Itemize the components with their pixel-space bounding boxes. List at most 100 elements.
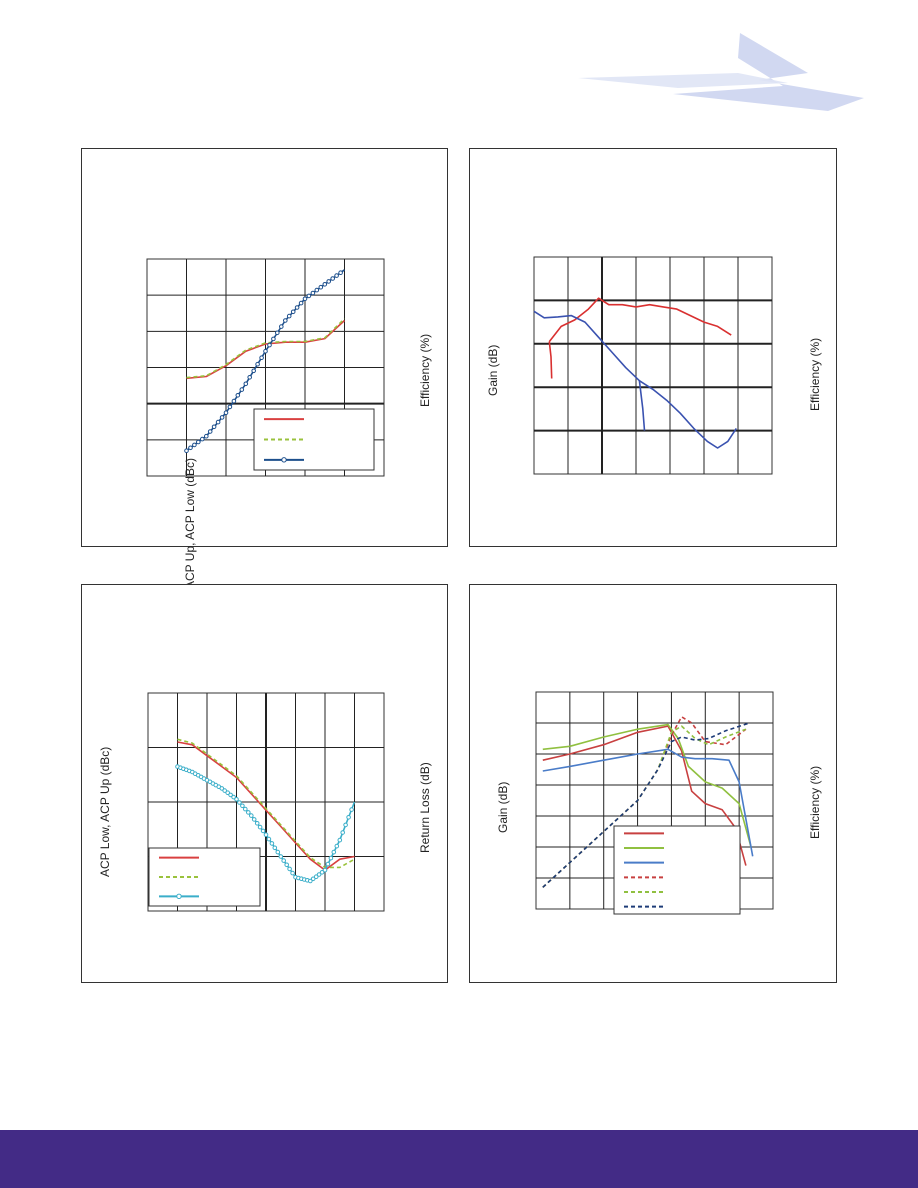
data-point (306, 293, 312, 299)
legend-marker (176, 893, 182, 900)
data-point (313, 874, 319, 880)
data-point (223, 410, 229, 416)
chart-plot-3 (147, 692, 385, 912)
plot-frame (533, 256, 773, 475)
data-point (302, 296, 308, 302)
data-point (340, 830, 346, 835)
data-point (286, 313, 292, 319)
data-point (269, 841, 275, 846)
data-point (239, 387, 245, 392)
chart-panel-acp-efficiency: ACP Up, ACP Low (dBc) Efficiency (%) (81, 148, 448, 589)
data-point (326, 279, 331, 284)
chart-panel-acp-return-loss: ACP Low, ACP Up (dBc) Return Loss (dB) (81, 584, 448, 983)
data-point (275, 849, 281, 855)
chart-panel-gain-efficiency-2: Gain (dB) Efficiency (%) (469, 584, 837, 983)
data-point (338, 270, 343, 275)
data-point (325, 861, 331, 867)
data-point (227, 404, 233, 410)
series-line-5 (542, 725, 747, 888)
y-axis-label-left: ACP Up, ACP Low (dBc) (183, 458, 197, 589)
chart-plot-2 (533, 256, 773, 475)
y-axis-label-right: Return Loss (dB) (418, 762, 432, 853)
chart-plot-1 (146, 258, 385, 477)
data-point (278, 854, 284, 859)
data-point (310, 290, 316, 296)
data-point (247, 375, 252, 380)
data-point (257, 824, 263, 830)
data-point (237, 800, 242, 805)
data-point (334, 273, 339, 278)
series-line-2 (186, 318, 346, 379)
y-axis-label-right: Efficiency (%) (418, 333, 432, 407)
data-point (308, 878, 313, 884)
data-point (343, 822, 348, 828)
data-point (283, 318, 288, 323)
chart-panel-gain-efficiency: Gain (dB) Efficiency (%) (469, 148, 837, 547)
data-point (314, 287, 320, 293)
legend-box (613, 825, 741, 915)
data-point (290, 870, 295, 876)
data-point (279, 324, 284, 329)
data-point (215, 419, 221, 425)
data-point (254, 821, 260, 826)
y-axis-label-left: Gain (dB) (486, 344, 500, 396)
series-line-3 (542, 748, 754, 857)
data-point (251, 368, 256, 374)
y-axis-label-right: Efficiency (%) (808, 337, 822, 411)
data-point (334, 843, 340, 849)
data-point (316, 872, 322, 877)
data-point (319, 870, 325, 875)
series-line-6 (542, 722, 750, 888)
data-point (219, 786, 225, 791)
data-point (318, 284, 324, 290)
series-line-2 (177, 738, 355, 869)
data-point (298, 300, 304, 306)
data-point (310, 876, 316, 882)
data-point (211, 424, 217, 430)
data-point (222, 788, 227, 793)
data-point (331, 849, 337, 855)
data-point (346, 815, 351, 820)
data-point (207, 429, 213, 434)
data-point (287, 866, 292, 872)
data-point (322, 282, 328, 287)
data-point (322, 867, 328, 873)
data-point (337, 837, 343, 843)
data-point (275, 330, 280, 336)
data-point (228, 792, 233, 798)
data-point (294, 305, 300, 310)
y-axis-label-left: ACP Low, ACP Up (dBc) (98, 746, 112, 877)
data-point (328, 855, 334, 861)
data-point (272, 845, 278, 851)
legend-marker (281, 457, 287, 463)
data-point (231, 794, 236, 800)
data-point (260, 828, 266, 834)
data-point (249, 813, 254, 818)
data-point (263, 348, 268, 354)
data-point (255, 361, 260, 367)
y-axis-label-right: Efficiency (%) (808, 765, 822, 839)
data-point (219, 415, 225, 420)
data-point (231, 398, 237, 404)
series-line-4 (638, 380, 646, 431)
series-line-3 (548, 341, 553, 379)
data-point (234, 797, 239, 802)
series-line-1 (548, 297, 732, 343)
data-point (263, 832, 269, 837)
data-point (204, 433, 209, 439)
data-point (225, 790, 230, 795)
data-point (267, 342, 272, 348)
y-axis-label-left: Gain (dB) (496, 781, 510, 833)
data-point (196, 439, 201, 445)
data-point (284, 862, 289, 868)
data-point (330, 276, 335, 281)
footer-bar (0, 1130, 918, 1188)
data-point (271, 336, 276, 342)
data-point (240, 803, 245, 809)
series-line-1 (542, 725, 747, 866)
data-point (281, 858, 286, 863)
data-point (235, 393, 241, 398)
lightning-bolt-logo (578, 33, 864, 111)
data-point (251, 817, 257, 822)
data-point (243, 806, 248, 812)
